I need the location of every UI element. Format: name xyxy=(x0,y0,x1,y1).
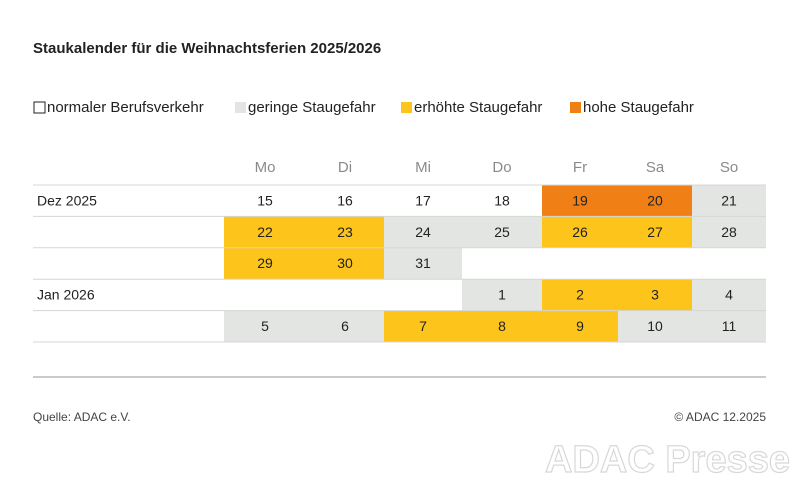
day-number: 16 xyxy=(337,192,353,208)
source: Quelle: ADAC e.V. xyxy=(33,410,131,424)
legend-label: geringe Staugefahr xyxy=(248,99,376,116)
day-number: 10 xyxy=(647,318,663,334)
day-cell xyxy=(224,185,306,217)
day-cell xyxy=(462,185,542,217)
weekday: Sa xyxy=(646,159,665,176)
day-cell xyxy=(692,279,766,311)
day-cell xyxy=(224,247,306,280)
day-cell xyxy=(306,310,384,342)
day-cell xyxy=(692,310,766,342)
day-number: 15 xyxy=(257,192,273,208)
day-number: 17 xyxy=(415,192,431,208)
day-number: 4 xyxy=(725,287,733,303)
legend-swatch xyxy=(401,102,412,113)
day-cell xyxy=(306,247,384,280)
day-number: 28 xyxy=(721,224,737,240)
day-cell xyxy=(224,216,306,248)
day-cell xyxy=(384,247,462,280)
day-number: 24 xyxy=(415,224,431,240)
weekday: So xyxy=(720,159,738,176)
weekday: Di xyxy=(338,159,352,176)
day-number: 11 xyxy=(722,318,737,334)
day-cell xyxy=(618,185,692,217)
day-cell xyxy=(618,216,692,248)
day-number: 1 xyxy=(498,287,506,303)
day-cell xyxy=(384,185,462,217)
day-cell xyxy=(384,216,462,248)
day-number: 9 xyxy=(576,318,584,334)
day-cell xyxy=(462,216,542,248)
day-number: 18 xyxy=(494,192,510,208)
day-number: 7 xyxy=(419,318,427,334)
day-number: 30 xyxy=(337,255,353,271)
day-cell xyxy=(692,185,766,217)
weekday: Mi xyxy=(415,159,431,176)
month-label: Dez 2025 xyxy=(37,192,97,208)
legend-label: normaler Berufsverkehr xyxy=(47,99,204,116)
day-number: 25 xyxy=(494,224,510,240)
day-cell xyxy=(306,216,384,248)
legend-label: erhöhte Staugefahr xyxy=(414,99,542,116)
day-cell xyxy=(462,310,542,342)
day-number: 5 xyxy=(261,318,269,334)
title: Staukalender für die Weihnachtsferien 20… xyxy=(33,40,381,57)
day-number: 19 xyxy=(572,192,588,208)
day-number: 22 xyxy=(257,224,273,240)
watermark: ADAC Presse xyxy=(545,439,790,481)
weekday: Fr xyxy=(573,159,587,176)
day-number: 2 xyxy=(576,287,584,303)
day-cell xyxy=(384,310,462,342)
day-cell xyxy=(542,310,618,342)
legend-swatch xyxy=(33,101,46,114)
copyright: © ADAC 12.2025 xyxy=(674,410,766,424)
day-number: 3 xyxy=(651,287,659,303)
weekday: Mo xyxy=(255,159,276,176)
day-cell xyxy=(618,279,692,311)
month-label: Jan 2026 xyxy=(37,287,95,303)
day-number: 23 xyxy=(337,224,353,240)
day-cell xyxy=(224,310,306,342)
day-cell xyxy=(306,185,384,217)
day-cell xyxy=(692,216,766,248)
day-number: 8 xyxy=(498,318,506,334)
day-number: 26 xyxy=(572,224,588,240)
day-number: 27 xyxy=(647,224,663,240)
day-number: 20 xyxy=(647,192,663,208)
weekday: Do xyxy=(492,159,511,176)
day-number: 29 xyxy=(257,255,273,271)
legend-swatch xyxy=(235,102,246,113)
day-cell xyxy=(542,185,618,217)
day-cell xyxy=(542,279,618,311)
day-number: 31 xyxy=(415,255,431,271)
legend-swatch xyxy=(570,102,581,113)
day-number: 21 xyxy=(721,192,737,208)
day-cell xyxy=(542,216,618,248)
day-cell xyxy=(618,310,692,342)
day-number: 6 xyxy=(341,318,349,334)
day-cell xyxy=(462,279,542,311)
legend-label: hohe Staugefahr xyxy=(583,99,694,116)
